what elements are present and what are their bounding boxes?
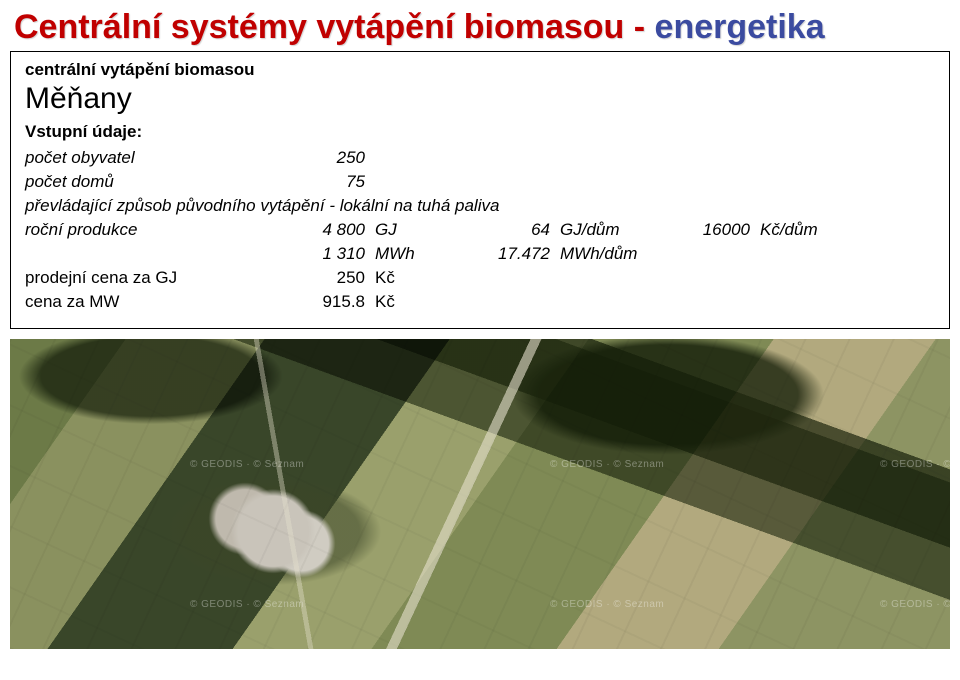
unit-cena-mw: Kč <box>365 292 420 312</box>
val-cena-mw: 915.8 <box>275 292 365 312</box>
value-obyvatel: 250 <box>275 148 365 168</box>
unit-mwh: MWh <box>365 244 420 264</box>
label-cena-mw: cena za MW <box>25 292 275 312</box>
watermark: © GEODIS · © Seznam <box>880 599 950 610</box>
value-domu: 75 <box>275 172 365 192</box>
unit-cena-gj: Kč <box>365 268 420 288</box>
val-mwh: 1 310 <box>275 244 365 264</box>
page-title: Centrální systémy vytápění biomasou - en… <box>0 0 960 51</box>
row-domu: počet domů 75 <box>25 172 935 192</box>
watermark: © GEODIS · © Seznam <box>880 459 950 470</box>
label-obyvatel: počet obyvatel <box>25 148 275 168</box>
row-cena-mw: cena za MW 915.8 Kč <box>25 292 935 312</box>
watermark: © GEODIS · © Seznam <box>190 459 304 470</box>
watermark: © GEODIS · © Seznam <box>550 599 664 610</box>
label-cena-gj: prodejní cena za GJ <box>25 268 275 288</box>
row-mwh: 1 310 MWh 17.472 MWh/dům <box>25 244 935 264</box>
row-zpusob: převládající způsob původního vytápění -… <box>25 196 935 216</box>
val-produkce-gj: 4 800 <box>275 220 365 240</box>
location-name: Měňany <box>25 82 935 116</box>
input-heading: Vstupní údaje: <box>25 122 935 142</box>
val-mwh-dum: 17.472 <box>420 244 550 264</box>
aerial-map: © GEODIS · © Seznam © GEODIS · © Seznam … <box>10 339 950 649</box>
unit-mwh-dum: MWh/dům <box>550 244 640 264</box>
val-gj-dum: 64 <box>420 220 550 240</box>
watermark: © GEODIS · © Seznam <box>550 459 664 470</box>
watermark: © GEODIS · © Seznam <box>190 599 304 610</box>
row-produkce: roční produkce 4 800 GJ 64 GJ/dům 16000 … <box>25 220 935 240</box>
text-zpusob: převládající způsob původního vytápění -… <box>25 196 935 216</box>
title-blue: energetika <box>655 8 825 46</box>
unit-kc-dum: Kč/dům <box>750 220 830 240</box>
label-domu: počet domů <box>25 172 275 192</box>
val-kc-dum: 16000 <box>640 220 750 240</box>
subheading: centrální vytápění biomasou <box>25 60 935 80</box>
label-produkce: roční produkce <box>25 220 275 240</box>
data-panel: centrální vytápění biomasou Měňany Vstup… <box>10 51 950 329</box>
row-cena-gj: prodejní cena za GJ 250 Kč <box>25 268 935 288</box>
unit-gj: GJ <box>365 220 420 240</box>
val-cena-gj: 250 <box>275 268 365 288</box>
unit-gj-dum: GJ/dům <box>550 220 640 240</box>
title-main: Centrální systémy vytápění biomasou - <box>14 8 655 46</box>
row-obyvatel: počet obyvatel 250 <box>25 148 935 168</box>
